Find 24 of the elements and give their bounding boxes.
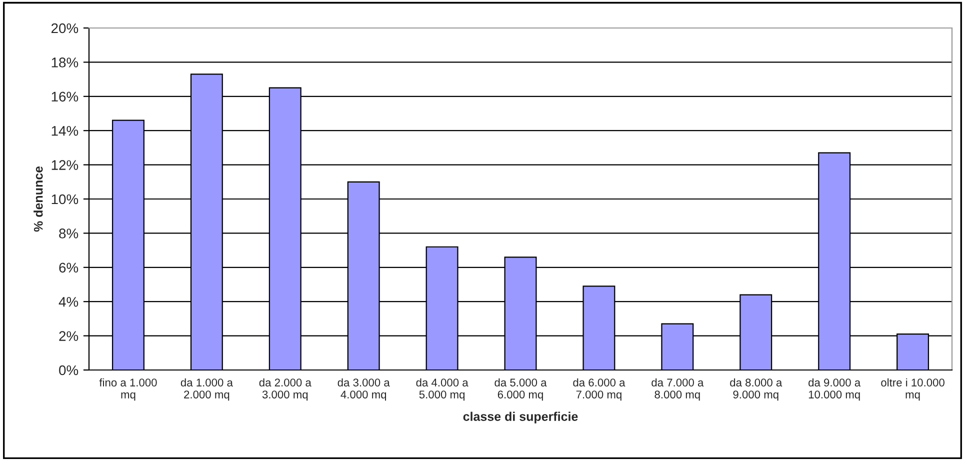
x-tick-label: fino a 1.000 mq — [99, 378, 157, 401]
x-tick-label: da 7.000 a 8.000 mq — [652, 378, 704, 401]
y-tick-label: 0% — [59, 365, 78, 376]
x-tick-label: da 3.000 a 4.000 mq — [338, 378, 390, 401]
y-tick-label: 20% — [51, 23, 78, 34]
y-tick-label: 6% — [59, 262, 78, 273]
x-tick-label: da 6.000 a 7.000 mq — [573, 378, 626, 401]
y-tick-label: 12% — [52, 160, 78, 170]
y-tick-label: 16% — [52, 92, 78, 102]
y-tick-label: 4% — [58, 296, 78, 307]
y-tick-label: 2% — [59, 331, 78, 341]
x-tick-label: da 4.000 a 5.000 mq — [416, 378, 468, 401]
x-tick-label: da 1.000 a 2.000 mq — [180, 378, 233, 401]
x-axis-title: classe di superficie — [463, 412, 578, 424]
x-tick-label: da 5.000 a 6.000 mq — [494, 378, 547, 401]
y-axis-title: % denunce — [34, 166, 43, 232]
y-tick-label: 14% — [52, 126, 78, 136]
y-tick-label: 10% — [52, 194, 78, 204]
y-tick-label: 18% — [52, 58, 78, 68]
x-tick-label: da 9.000 a 10.000 mq — [808, 378, 861, 401]
x-tick-label: da 2.000 a 3.000 mq — [259, 378, 312, 401]
x-tick-label: oltre i 10.000 mq — [881, 378, 944, 401]
x-tick-label: da 8.000 a 9.000 mq — [730, 378, 782, 401]
y-tick-label: 8% — [59, 228, 78, 238]
